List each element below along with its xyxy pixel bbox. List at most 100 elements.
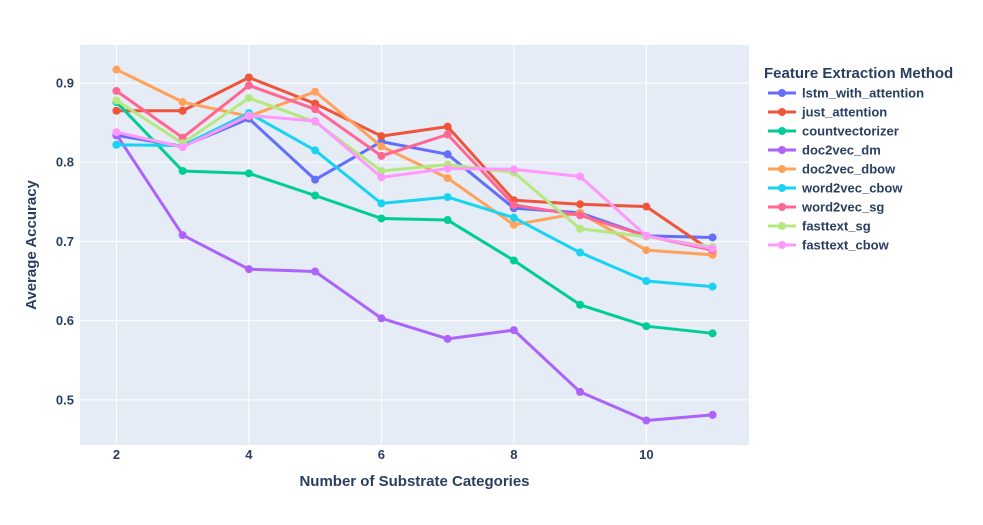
data-point	[443, 334, 452, 343]
data-point	[112, 106, 121, 115]
data-point	[311, 105, 320, 114]
series-fasttext_cbow	[112, 111, 717, 253]
legend-title: Feature Extraction Method	[764, 65, 953, 82]
y-tick-label: 0.9	[56, 76, 74, 91]
x-tick-labels: 2 4 6 8 10	[113, 447, 654, 462]
data-point	[708, 282, 717, 291]
series-doc2vec_dm	[112, 130, 717, 425]
data-point	[708, 244, 717, 253]
data-point	[112, 140, 121, 149]
data-point	[244, 81, 253, 90]
data-point	[377, 142, 386, 151]
legend-swatch-marker	[778, 222, 786, 230]
y-tick-label: 0.8	[56, 155, 74, 170]
data-point	[178, 143, 187, 152]
grid-lines	[80, 45, 749, 445]
data-point	[576, 200, 585, 209]
data-point	[509, 220, 518, 229]
data-point	[642, 202, 651, 211]
series-line	[116, 111, 713, 289]
series-line	[115, 83, 713, 252]
data-point	[178, 98, 187, 107]
y-tick-label: 0.6	[56, 313, 74, 328]
data-point	[311, 267, 320, 276]
legend-label: lstm_with_attention	[802, 86, 924, 101]
legend-item-word2vec_sg[interactable]: word2vec_sg	[768, 200, 884, 215]
data-point	[311, 87, 320, 96]
data-point	[642, 416, 651, 425]
legend-items: lstm_with_attention just_attentioncountve…	[768, 86, 924, 253]
y-tick-label: 0.7	[56, 234, 74, 249]
series-line	[115, 100, 713, 335]
data-point	[244, 169, 253, 178]
data-point	[576, 300, 585, 309]
legend: Feature Extraction Method lstm_with_atte…	[764, 65, 953, 253]
data-point	[178, 166, 187, 175]
series-line	[115, 96, 713, 249]
data-point	[244, 111, 253, 120]
legend-label: word2vec_sg	[801, 200, 884, 215]
legend-swatch-marker	[778, 89, 786, 97]
data-point	[112, 128, 121, 137]
data-point	[311, 117, 320, 126]
data-point	[311, 175, 320, 184]
data-point	[377, 199, 386, 208]
legend-item-lstm_with_attention[interactable]: lstm_with_attention	[768, 86, 924, 101]
legend-item-just_attention[interactable]: just_attention	[768, 105, 887, 120]
data-point	[112, 65, 121, 74]
data-point	[377, 173, 386, 182]
legend-label: countvectorizer	[802, 124, 899, 139]
data-point	[708, 329, 717, 338]
legend-label: just_attention	[801, 105, 887, 120]
data-point	[112, 96, 121, 105]
legend-swatch-marker	[778, 241, 786, 249]
data-point	[377, 151, 386, 160]
legend-label: fasttext_cbow	[802, 238, 890, 253]
legend-swatch-marker	[778, 108, 786, 116]
data-point	[443, 174, 452, 183]
data-point	[311, 99, 320, 108]
x-tick-label: 6	[378, 447, 385, 462]
data-point	[576, 224, 585, 233]
legend-item-countvectorizer[interactable]: countvectorizer	[768, 124, 899, 139]
data-point	[244, 94, 253, 103]
y-tick-labels: 0.5 0.6 0.7 0.8 0.9	[56, 76, 74, 408]
legend-swatch-marker	[778, 165, 786, 173]
data-point	[377, 132, 386, 141]
data-point	[576, 248, 585, 257]
data-point	[509, 165, 518, 174]
x-axis-title: Number of Substrate Categories	[299, 473, 529, 490]
data-point	[244, 73, 253, 82]
data-point	[443, 122, 452, 131]
legend-item-fasttext_sg[interactable]: fasttext_sg	[768, 219, 871, 234]
data-point	[642, 231, 651, 240]
data-point	[708, 410, 717, 419]
legend-item-doc2vec_dbow[interactable]: doc2vec_dbow	[768, 162, 896, 177]
data-point	[509, 326, 518, 335]
legend-item-word2vec_cbow[interactable]: word2vec_cbow	[768, 181, 903, 196]
data-point	[576, 211, 585, 220]
series-line	[115, 133, 713, 422]
data-point	[509, 213, 518, 222]
data-point	[311, 146, 320, 155]
legend-swatch-marker	[778, 203, 786, 211]
data-point	[642, 246, 651, 255]
data-point	[443, 216, 452, 225]
data-point	[443, 193, 452, 202]
series-layer	[112, 65, 717, 425]
x-tick-label: 4	[245, 447, 253, 462]
data-point	[576, 387, 585, 396]
legend-item-fasttext_cbow[interactable]: fasttext_cbow	[768, 238, 890, 253]
legend-swatch-marker	[778, 127, 786, 135]
data-point	[509, 201, 518, 209]
legend-item-doc2vec_dm[interactable]: doc2vec_dm	[768, 143, 881, 158]
data-point	[311, 191, 320, 200]
legend-label: doc2vec_dm	[802, 143, 881, 158]
series-line	[116, 114, 713, 251]
data-point	[377, 214, 386, 223]
data-point	[377, 314, 386, 323]
data-point	[443, 164, 452, 173]
data-point	[377, 166, 386, 175]
data-point	[178, 231, 187, 240]
